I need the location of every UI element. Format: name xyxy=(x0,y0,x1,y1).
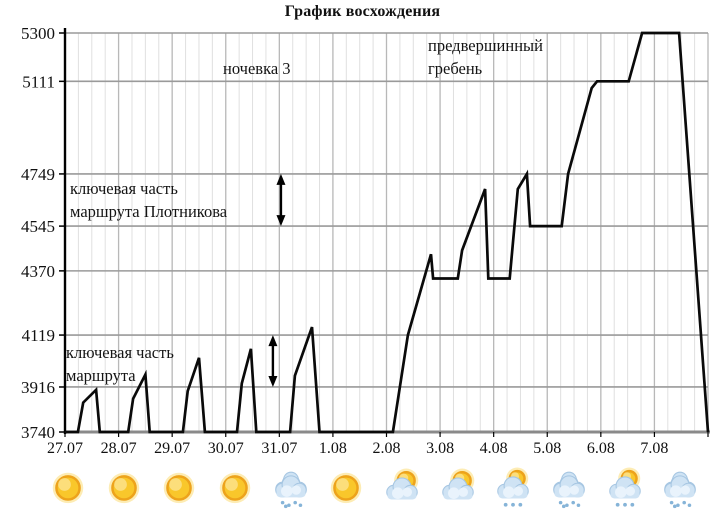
sun-icon xyxy=(207,464,263,514)
snow-cloud-icon xyxy=(652,464,708,514)
sun-cloud-icon xyxy=(430,464,486,514)
svg-text:3740: 3740 xyxy=(21,423,55,442)
svg-text:4370: 4370 xyxy=(21,262,55,281)
svg-text:29.07: 29.07 xyxy=(154,440,190,457)
annotation-camp3: ночевка 3 xyxy=(223,59,291,78)
annotation-key-section-plotnikov: ключевая часть маршрута Плотникова xyxy=(70,179,228,221)
svg-text:1.08: 1.08 xyxy=(319,440,347,457)
svg-text:3.08: 3.08 xyxy=(426,440,454,457)
annotation-key-section: ключевая часть маршрута xyxy=(66,343,174,385)
svg-text:4545: 4545 xyxy=(21,217,55,236)
page-title: График восхождения xyxy=(284,3,441,20)
svg-text:4119: 4119 xyxy=(22,326,55,345)
sun-cloud-icon xyxy=(374,464,430,514)
y-axis-labels: 5300 5111 4749 4545 4370 4119 3916 3740 xyxy=(21,24,55,442)
snow-cloud-icon xyxy=(541,464,597,514)
range-arrows xyxy=(268,173,286,387)
x-axis-labels: 27.07 28.07 29.07 30.07 31.07 1.08 2.08 3.08 4.0… xyxy=(47,440,668,457)
svg-text:6.08: 6.08 xyxy=(587,440,615,457)
svg-text:27.07: 27.07 xyxy=(47,440,83,457)
svg-text:28.07: 28.07 xyxy=(101,440,137,457)
svg-text:3916: 3916 xyxy=(21,378,55,397)
annotation-pre-summit-ridge: предвершинный гребень xyxy=(428,36,543,78)
sun-icon xyxy=(318,464,374,514)
svg-text:5111: 5111 xyxy=(22,72,55,91)
sun-icon xyxy=(40,464,96,514)
svg-text:31.07: 31.07 xyxy=(261,440,297,457)
sun-icon xyxy=(96,464,152,514)
weather-strip xyxy=(40,464,708,514)
altitude-line xyxy=(65,31,710,434)
svg-text:5.08: 5.08 xyxy=(533,440,561,457)
svg-text:30.07: 30.07 xyxy=(208,440,244,457)
svg-text:2.08: 2.08 xyxy=(373,440,401,457)
svg-text:4749: 4749 xyxy=(21,165,55,184)
svg-text:7.08: 7.08 xyxy=(640,440,668,457)
svg-text:5300: 5300 xyxy=(21,24,55,43)
svg-text:4.08: 4.08 xyxy=(480,440,508,457)
snow-cloud-icon xyxy=(263,464,319,514)
sun-icon xyxy=(151,464,207,514)
sun-cloud-snow-icon xyxy=(597,464,653,514)
sun-cloud-snow-icon xyxy=(485,464,541,514)
